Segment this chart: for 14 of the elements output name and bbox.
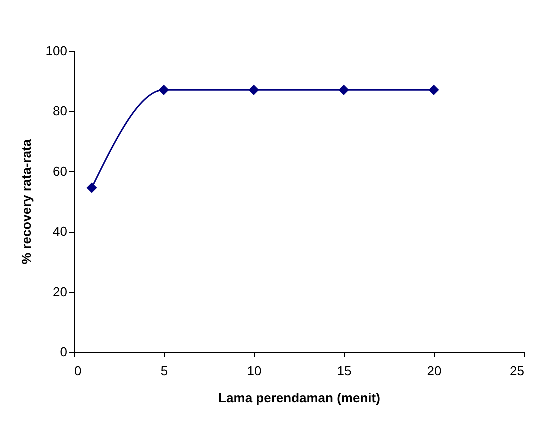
x-tick-label: 15 [337, 364, 352, 378]
x-tick-label: 0 [74, 364, 82, 378]
y-tick-label: 80 [53, 104, 68, 119]
x-tick-label: 5 [160, 364, 168, 378]
y-tick-label: 40 [53, 224, 68, 240]
y-tick-label: 100 [46, 44, 68, 58]
x-tick-label: 20 [427, 364, 442, 378]
x-tick-label: 25 [510, 364, 524, 378]
y-axis-title: % recovery rata-rata [18, 138, 34, 265]
y-tick-label: 20 [53, 284, 68, 300]
x-tick-label: 10 [247, 364, 262, 378]
y-tick-label: 60 [53, 164, 68, 179]
x-axis-title: Lama perendaman (menit) [218, 390, 380, 406]
y-tick-label: 0 [60, 344, 68, 360]
